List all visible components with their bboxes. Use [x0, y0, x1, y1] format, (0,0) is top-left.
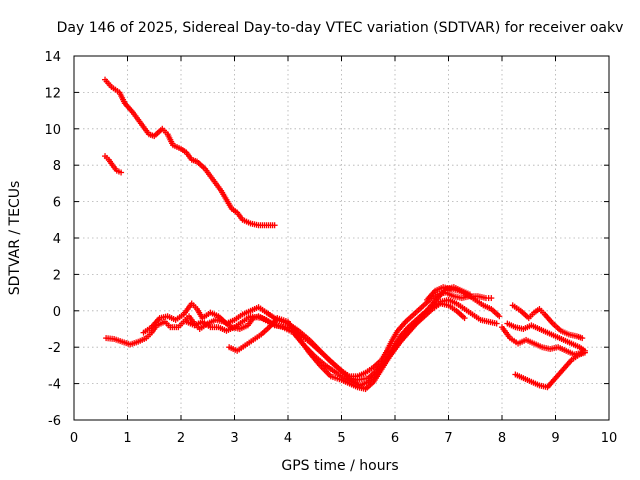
x-tick-label: 5 — [337, 431, 345, 446]
y-tick-label: 14 — [44, 50, 61, 65]
data-point — [118, 169, 125, 176]
y-tick-label: -2 — [48, 341, 61, 356]
data-points — [102, 76, 588, 393]
data-point — [488, 295, 495, 302]
x-tick-label: 8 — [498, 431, 506, 446]
data-point — [579, 335, 586, 342]
y-tick-label: 8 — [53, 159, 61, 174]
data-point — [271, 222, 278, 229]
grid-lines — [74, 56, 609, 420]
y-axis-label: SDTVAR / TECUs — [7, 181, 23, 296]
data-point — [581, 349, 588, 356]
y-tick-label: 0 — [53, 305, 61, 320]
data-point — [493, 320, 500, 327]
y-tick-label: -6 — [48, 414, 61, 429]
y-tick-label: -4 — [48, 378, 61, 393]
x-axis-ticks: 0 1 2 3 4 5 6 7 8 9 10 — [70, 56, 617, 446]
x-tick-label: 7 — [444, 431, 452, 446]
x-tick-label: 0 — [70, 431, 78, 446]
x-tick-label: 6 — [391, 431, 399, 446]
data-point — [461, 315, 468, 322]
y-tick-label: 4 — [53, 232, 61, 247]
y-axis-ticks: -6 -4 -2 0 2 4 6 8 10 12 14 — [44, 50, 609, 429]
x-tick-label: 2 — [177, 431, 185, 446]
x-tick-label: 10 — [601, 431, 618, 446]
y-tick-label: 10 — [44, 123, 61, 138]
y-tick-label: 2 — [53, 268, 61, 283]
x-axis-label: GPS time / hours — [281, 458, 398, 474]
x-tick-label: 3 — [230, 431, 238, 446]
data-point — [496, 313, 503, 320]
x-tick-label: 4 — [284, 431, 292, 446]
chart-title: Day 146 of 2025, Sidereal Day-to-day VTE… — [57, 20, 624, 36]
y-tick-label: 6 — [53, 196, 61, 211]
x-tick-label: 1 — [123, 431, 131, 446]
x-tick-label: 9 — [551, 431, 559, 446]
y-tick-label: 12 — [44, 86, 61, 101]
